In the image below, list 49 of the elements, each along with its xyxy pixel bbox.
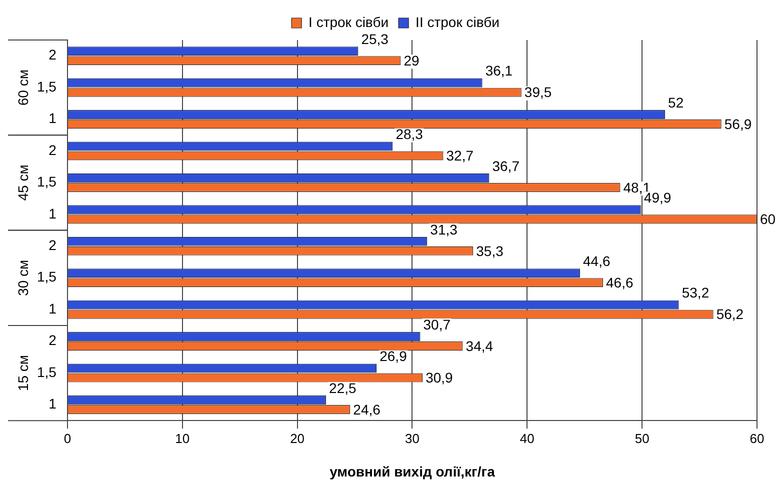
x-tick-label: 10	[175, 430, 190, 446]
data-label: 56,2	[716, 306, 744, 322]
y-tick-label: 1,5	[36, 78, 57, 94]
data-label: 30,9	[426, 370, 454, 386]
text: 30 см	[14, 260, 31, 296]
data-label: 36,1	[485, 62, 513, 79]
data-label: 53,2	[682, 284, 710, 301]
y-tick-label: 2	[48, 46, 57, 63]
x-axis-title: умовний вихід олії,кг/га	[330, 463, 496, 480]
x-tick-label: 20	[290, 430, 305, 446]
data-label: 46,6	[606, 274, 634, 290]
data-label: 60	[760, 211, 776, 228]
data-label: 35,3	[476, 242, 504, 259]
data-label: 31,3	[430, 221, 458, 238]
data-label: 24,6	[353, 401, 381, 418]
text: 60 см	[14, 70, 31, 106]
data-label: 52	[668, 94, 684, 110]
legend-label: II строк сівби	[416, 14, 500, 30]
legend-label: I строк сівби	[308, 14, 389, 30]
data-label: 34,4	[466, 338, 494, 354]
y-tick-label: 1	[48, 396, 57, 412]
x-tick-label: 40	[520, 430, 534, 446]
data-label: 28,3	[396, 126, 424, 142]
y-tick-label: 1	[48, 205, 57, 222]
data-label: 48,1	[623, 179, 651, 196]
data-label: 22,5	[329, 380, 356, 396]
text: 15 см	[14, 354, 31, 392]
data-label: 56,9	[724, 116, 752, 132]
x-tick-label: 60	[750, 430, 764, 446]
text: 45 см	[14, 164, 31, 201]
y-tick-label: 2	[48, 332, 57, 348]
data-label: 29	[404, 52, 420, 68]
y-tick-label: 1,5	[36, 174, 57, 190]
x-tick-label: 50	[634, 430, 650, 446]
data-label: 39,5	[524, 84, 552, 100]
y-tick-label: 2	[48, 237, 57, 254]
y-tick-label: 1,5	[36, 364, 57, 380]
y-tick-label: 1,5	[36, 268, 57, 285]
data-label: 32,7	[446, 148, 474, 164]
y-tick-label: 2	[48, 142, 57, 158]
y-tick-label: 1	[48, 110, 57, 126]
y-tick-label: 1	[48, 300, 57, 316]
data-label: 36,7	[492, 158, 520, 174]
x-tick-label: 30	[404, 430, 420, 446]
data-label: 25,3	[361, 30, 389, 47]
data-label: 30,7	[423, 316, 451, 332]
data-label: 26,9	[380, 348, 408, 364]
x-tick-label: 0	[64, 430, 72, 446]
data-label: 44,6	[583, 252, 610, 269]
